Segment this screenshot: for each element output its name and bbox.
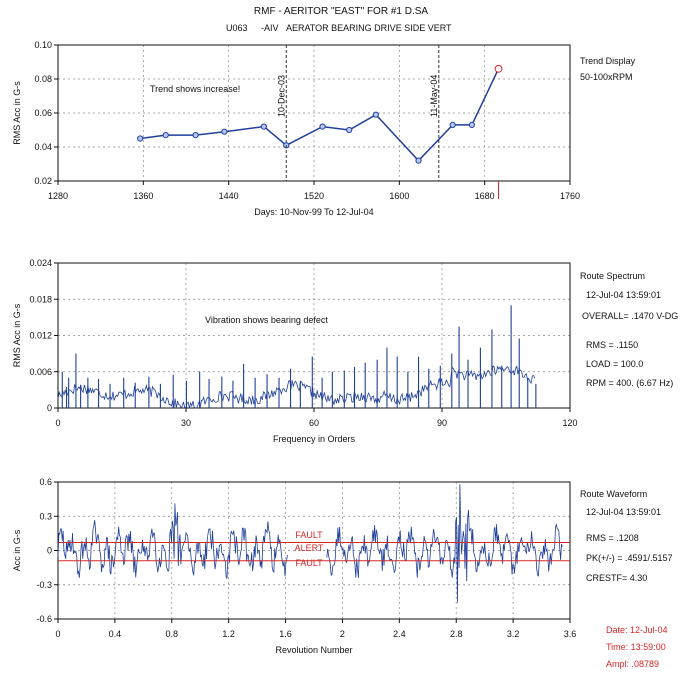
trend-point-9 (415, 157, 422, 164)
waveform-y-tick-label-4: 0.6 (39, 477, 52, 487)
waveform-side-pk: PK(+/-) = .4591/.5157 (586, 553, 673, 563)
spectrum-y-tick-label-1: 0.006 (29, 367, 52, 377)
waveform-x-tick-label-1: 0.4 (109, 629, 122, 639)
spectrum-side-title: Route Spectrum (580, 271, 645, 281)
trend-x-tick-label-0: 1280 (48, 191, 68, 201)
waveform-side-rms: RMS = .1208 (586, 533, 639, 543)
waveform-fault-bottom-label: FAULT (295, 558, 323, 568)
trend-x-tick-label-2: 1440 (219, 191, 239, 201)
report-header: RMF - AERITOR "EAST" FOR #1 D.SA U063 -A… (226, 6, 452, 33)
waveform-x-tick-label-0: 0 (55, 629, 60, 639)
footer-time: Time: 13:59:00 (606, 642, 666, 652)
waveform-y-tick-label-0: -0.6 (36, 614, 52, 624)
trend-x-tick-label-1: 1360 (133, 191, 153, 201)
spectrum-y-tick-label-4: 0.024 (29, 258, 52, 268)
waveform-y-tick-label-3: 0.3 (39, 511, 52, 521)
trend-vertical-marker-label-0: 10-Dec-03 (276, 75, 286, 117)
spectrum-x-tick-label-4: 120 (562, 418, 577, 428)
report-code: U063 (226, 23, 248, 33)
waveform-series-line-a (57, 503, 288, 579)
trend-point-12 (494, 64, 503, 73)
waveform-x-axis-label: Revolution Number (275, 645, 352, 655)
waveform-y-tick-label-1: -0.3 (36, 580, 52, 590)
waveform-x-tick-label-9: 3.6 (564, 629, 577, 639)
waveform-side-title: Route Waveform (580, 489, 647, 499)
spectrum-y-axis-label: RMS Acc in G-s (12, 303, 22, 367)
trend-x-tick-label-4: 1600 (389, 191, 409, 201)
waveform-side-date: 12-Jul-04 13:59:01 (586, 507, 661, 517)
spectrum-series-line (57, 365, 536, 409)
trend-y-tick-label-2: 0.06 (34, 108, 52, 118)
trend-y-tick-label-0: 0.02 (34, 176, 52, 186)
trend-side-subtitle: 50-100xRPM (580, 72, 633, 82)
spectrum-y-tick-label-3: 0.018 (29, 294, 52, 304)
waveform-y-tick-label-2: 0 (47, 546, 52, 556)
trend-y-tick-label-3: 0.08 (34, 74, 52, 84)
waveform-y-axis-label: Acc in G-s (12, 529, 22, 571)
trend-y-tick-label-4: 0.10 (34, 40, 52, 50)
waveform-x-tick-label-6: 2.4 (393, 629, 406, 639)
trend-point-2 (192, 132, 199, 139)
spectrum-panel: 0 30 60 90 120 0 0.006 0.012 0.018 0.024 RMS Acc i… (12, 258, 678, 444)
spectrum-x-tick-label-0: 0 (55, 418, 60, 428)
spectrum-side-load: LOAD = 100.0 (586, 359, 643, 369)
waveform-x-tick-label-7: 2.8 (450, 629, 463, 639)
waveform-x-tick-label-5: 2 (340, 629, 345, 639)
trend-point-4 (260, 123, 267, 130)
spectrum-side-overall: OVERALL= .1470 V-DG (582, 311, 678, 321)
spectrum-side-rpm: RPM = 400. (6.67 Hz) (586, 378, 673, 388)
spectrum-x-tick-label-1: 30 (181, 418, 191, 428)
trend-note: Trend shows increase! (150, 84, 240, 94)
waveform-x-tick-label-8: 3.2 (507, 629, 520, 639)
footer-date: Date: 12-Jul-04 (606, 625, 668, 635)
waveform-x-tick-label-3: 1.2 (222, 629, 235, 639)
trend-point-10 (449, 121, 456, 129)
waveform-panel: 0 0.4 0.8 1.2 1.6 2 2.4 2.8 3.2 3.6 -0.6 -0.3 0 0.3 0.… (12, 477, 673, 655)
report-point: -AIV (261, 23, 279, 33)
spectrum-y-tick-label-0: 0 (47, 403, 52, 413)
trend-point-1 (162, 132, 169, 139)
spectrum-x-tick-label-2: 60 (309, 418, 319, 428)
trend-vertical-marker-label-1: 11-May-04 (429, 75, 439, 117)
trend-panel: 1280 1360 1440 1520 1600 1680 1760 0.02 0.04 0.06… (12, 40, 636, 217)
trend-x-tick-label-5: 1680 (475, 191, 495, 201)
spectrum-side-date: 12-Jul-04 13:59:01 (586, 290, 661, 300)
trend-x-tick-label-3: 1520 (304, 191, 324, 201)
spectrum-x-axis-label: Frequency in Orders (273, 434, 356, 444)
spectrum-side-rms: RMS = .1150 (586, 340, 638, 350)
trend-point-6 (319, 123, 326, 130)
spectrum-x-tick-label-3: 90 (437, 418, 447, 428)
trend-y-axis-label: RMS Acc in G-s (12, 81, 22, 145)
trend-point-11 (468, 121, 475, 129)
waveform-alert-label: ALERT (295, 543, 324, 553)
trend-point-0 (137, 135, 144, 142)
trend-point-3 (221, 128, 228, 135)
trend-x-tick-label-6: 1760 (560, 191, 580, 201)
footer-ampl: Ampl: .08789 (606, 659, 659, 669)
spectrum-note: Vibration shows bearing defect (205, 315, 328, 325)
trend-side-title: Trend Display (580, 56, 636, 66)
trend-x-axis-label: Days: 10-Nov-99 To 12-Jul-04 (254, 207, 373, 217)
waveform-series-line-b (326, 484, 563, 603)
trend-point-7 (346, 126, 353, 134)
waveform-fault-top-label: FAULT (295, 530, 323, 540)
footer-readout: Date: 12-Jul-04 Time: 13:59:00 Ampl: .08… (606, 625, 668, 669)
report-title: RMF - AERITOR "EAST" FOR #1 D.SA (254, 6, 428, 17)
waveform-x-tick-label-2: 0.8 (166, 629, 179, 639)
waveform-x-tick-label-4: 1.6 (279, 629, 292, 639)
report-description: AERATOR BEARING DRIVE SIDE VERT (286, 23, 452, 33)
trend-y-tick-label-1: 0.04 (34, 142, 52, 152)
spectrum-y-tick-label-2: 0.012 (29, 331, 52, 341)
trend-point-8 (372, 111, 379, 118)
waveform-side-crest: CRESTF= 4.30 (586, 573, 647, 583)
